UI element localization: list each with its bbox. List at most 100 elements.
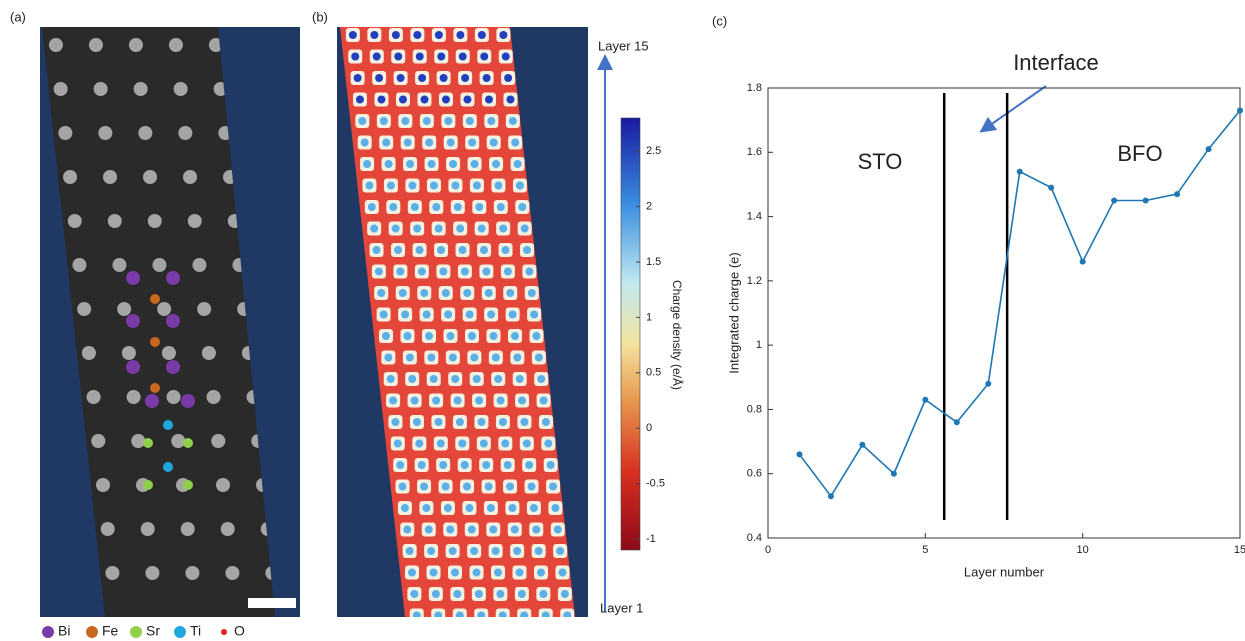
charge-core: [456, 224, 465, 233]
charge-core: [420, 289, 429, 297]
atom-marker: [126, 314, 140, 328]
charge-core: [513, 160, 522, 168]
charge-core: [501, 439, 510, 448]
charge-core: [541, 418, 550, 426]
y-tick-label: 1: [756, 339, 762, 351]
point: [890, 470, 897, 477]
atom-column: [145, 566, 160, 580]
colorbar-tick-label: 0.5: [646, 367, 661, 379]
charge-core: [401, 310, 410, 319]
atom-marker: [126, 271, 140, 285]
charge-core: [532, 525, 541, 534]
charge-core: [439, 74, 448, 82]
charge-core: [453, 396, 462, 405]
charge-core: [558, 568, 567, 577]
charge-core: [453, 590, 462, 598]
atom-column: [128, 38, 143, 52]
charge-core: [441, 482, 450, 491]
atom-column: [138, 126, 153, 140]
charge-core: [515, 181, 524, 190]
charge-core: [412, 418, 421, 426]
x-tick-label: 10: [1077, 544, 1089, 556]
charge-core: [503, 267, 512, 276]
annotation: STO: [858, 149, 903, 174]
charge-core: [477, 418, 486, 426]
charge-core: [449, 160, 458, 168]
atom-column: [121, 346, 136, 360]
atom-column: [58, 126, 73, 140]
point: [859, 441, 866, 448]
charge-core: [508, 117, 517, 125]
charge-core: [418, 74, 427, 82]
charge-core: [424, 332, 433, 340]
atom-column: [201, 346, 216, 360]
charge-core: [415, 52, 424, 61]
charge-core: [506, 289, 515, 297]
point: [1237, 107, 1243, 114]
charge-core: [372, 52, 381, 61]
charge-core: [424, 525, 433, 534]
atom-column: [192, 258, 207, 272]
y-tick-label: 0.6: [747, 468, 762, 480]
charge-core: [358, 117, 367, 125]
plot-frame: [767, 87, 1241, 539]
atom-column: [63, 170, 78, 184]
charge-core: [489, 525, 498, 534]
charge-core: [425, 138, 434, 147]
charge-core: [498, 418, 507, 426]
charge-core: [384, 160, 393, 168]
charge-core: [434, 31, 443, 39]
atom-column: [173, 82, 188, 96]
scale-bar: [248, 598, 296, 608]
charge-core: [420, 95, 429, 104]
charge-core: [496, 396, 505, 405]
charge-core: [391, 418, 400, 426]
charge-core: [499, 31, 508, 39]
charge-core: [408, 181, 417, 190]
colorbar-tick-label: 2.5: [646, 145, 661, 157]
charge-core: [477, 224, 486, 233]
colorbar-tick-label: -0.5: [646, 477, 665, 489]
charge-core: [348, 31, 357, 39]
charge-core: [484, 289, 493, 297]
charge-core: [468, 138, 477, 147]
legend-swatch: [86, 626, 98, 638]
charge-core: [460, 267, 469, 276]
x-axis-label: Layer number: [964, 564, 1045, 579]
charge-core: [444, 117, 453, 125]
atom-column: [220, 522, 235, 536]
charge-core: [367, 203, 376, 211]
charge-core: [513, 353, 522, 362]
charge-core: [432, 396, 441, 405]
charge-core: [379, 117, 388, 125]
atom-column: [216, 478, 231, 492]
charge-core: [515, 375, 524, 383]
charge-core: [398, 482, 407, 491]
charge-core: [422, 117, 431, 125]
y-tick-label: 1.2: [747, 275, 762, 287]
charge-core: [506, 482, 515, 491]
charge-core: [396, 267, 405, 276]
charge-core: [434, 224, 443, 233]
atom-marker: [150, 294, 160, 304]
charge-core: [549, 482, 558, 491]
point: [1079, 258, 1086, 265]
charge-core: [539, 396, 548, 405]
y-tick-label: 1.4: [747, 210, 762, 222]
charge-core: [434, 418, 443, 426]
point: [827, 493, 834, 500]
charge-core: [475, 203, 484, 211]
charge-core: [491, 353, 500, 362]
legend-label: Fe: [102, 623, 119, 639]
charge-core: [527, 289, 536, 297]
charge-core: [441, 95, 450, 104]
charge-core: [429, 181, 438, 190]
charge-core: [463, 482, 472, 491]
point: [1174, 191, 1181, 198]
charge-core: [534, 547, 543, 555]
charge-core: [377, 95, 386, 104]
charge-core: [499, 224, 508, 233]
charge-core: [513, 547, 522, 555]
layer-label: Layer 1: [600, 600, 643, 615]
